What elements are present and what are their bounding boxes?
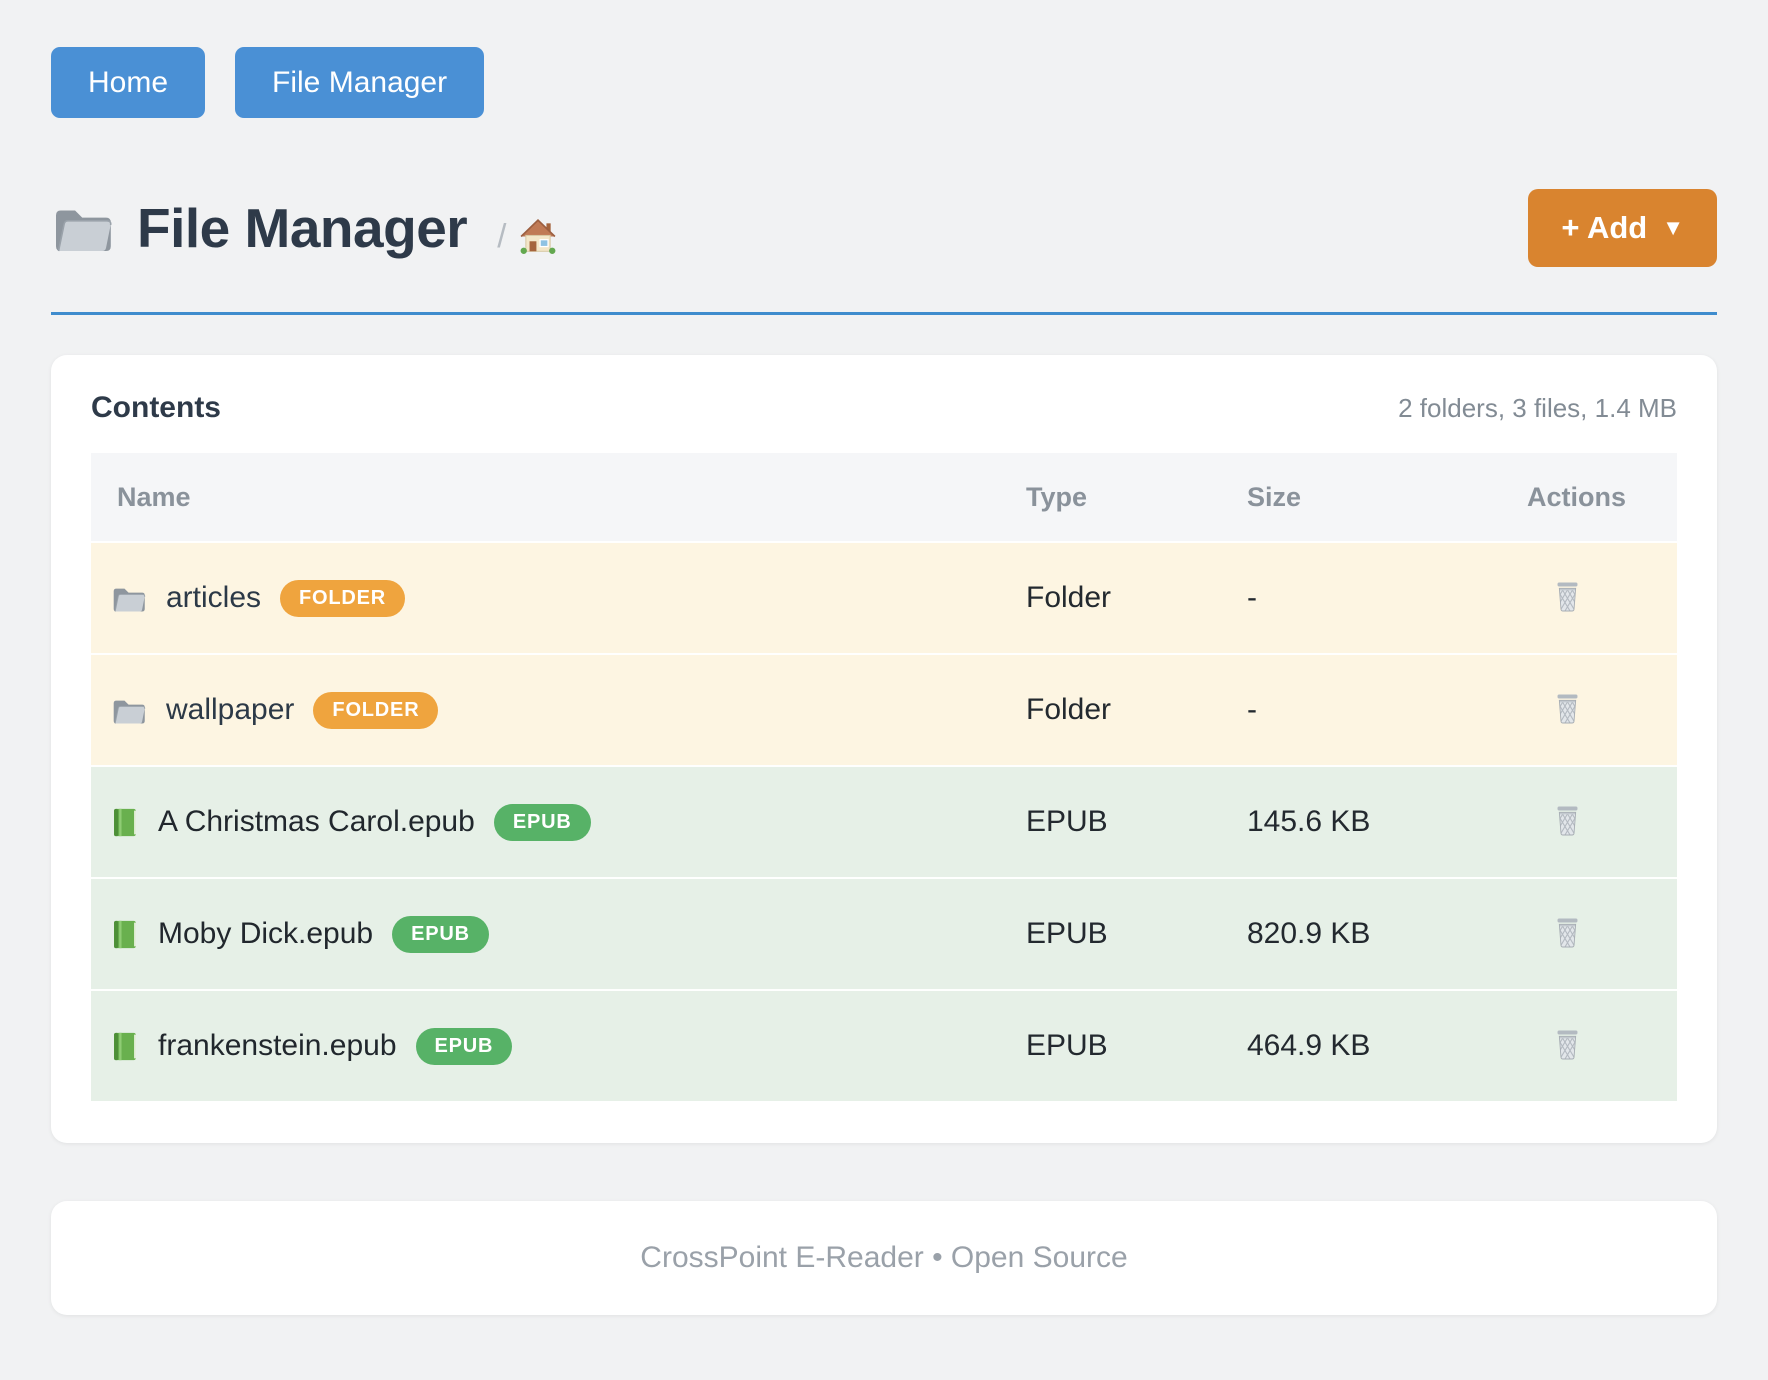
column-header-name: Name	[91, 453, 1026, 542]
trash-icon	[1553, 916, 1582, 949]
folder-icon	[51, 201, 115, 255]
footer-text: CrossPoint E-Reader • Open Source	[640, 1241, 1128, 1274]
footer: CrossPoint E-Reader • Open Source	[51, 1201, 1717, 1315]
trash-icon	[1553, 580, 1582, 613]
delete-button[interactable]	[1549, 1024, 1586, 1065]
contents-summary: 2 folders, 3 files, 1.4 MB	[1398, 393, 1677, 423]
folder-icon	[111, 695, 147, 726]
folder-icon	[111, 583, 147, 614]
chevron-down-icon: ▼	[1662, 215, 1684, 240]
item-name: Moby Dick.epub	[158, 917, 374, 950]
item-type: EPUB	[1026, 766, 1247, 878]
epub-badge: EPUB	[493, 803, 591, 841]
top-nav: Home File Manager	[0, 0, 1768, 118]
breadcrumb-separator: /	[497, 217, 507, 254]
delete-button[interactable]	[1549, 912, 1586, 953]
delete-button[interactable]	[1549, 688, 1586, 729]
item-name: wallpaper	[166, 693, 295, 726]
green-book-icon	[111, 1031, 139, 1062]
contents-card: Contents 2 folders, 3 files, 1.4 MB Name…	[51, 355, 1717, 1143]
add-button[interactable]: + Add ▼	[1528, 189, 1717, 267]
item-name: articles	[166, 581, 262, 614]
table-row-christmas-carol[interactable]: A Christmas Carol.epub EPUB EPUB 145.6 K…	[91, 766, 1677, 878]
breadcrumb-home-button[interactable]	[519, 217, 557, 255]
file-table: Name Type Size Actions articles FOLDER F…	[91, 453, 1677, 1101]
item-size: -	[1247, 542, 1527, 654]
trash-icon	[1553, 1028, 1582, 1061]
table-row-frankenstein[interactable]: frankenstein.epub EPUB EPUB 464.9 KB	[91, 990, 1677, 1101]
delete-button[interactable]	[1549, 800, 1586, 841]
breadcrumb: /	[497, 217, 557, 255]
page-title: File Manager	[137, 197, 468, 259]
home-icon	[519, 217, 557, 255]
green-book-icon	[111, 807, 139, 838]
item-size: 464.9 KB	[1247, 990, 1527, 1101]
contents-card-header: Contents 2 folders, 3 files, 1.4 MB	[91, 391, 1677, 425]
item-type: EPUB	[1026, 878, 1247, 990]
file-table-header: Name Type Size Actions	[91, 453, 1677, 542]
item-size: 145.6 KB	[1247, 766, 1527, 878]
home-nav-button[interactable]: Home	[51, 47, 206, 118]
contents-title: Contents	[91, 391, 221, 424]
epub-badge: EPUB	[392, 915, 489, 953]
delete-button[interactable]	[1549, 576, 1586, 617]
header-divider	[51, 312, 1717, 315]
file-manager-nav-button[interactable]: File Manager	[235, 47, 485, 118]
item-type: Folder	[1026, 654, 1247, 766]
item-size: 820.9 KB	[1247, 878, 1527, 990]
item-size: -	[1247, 654, 1527, 766]
table-row-articles[interactable]: articles FOLDER Folder -	[91, 542, 1677, 654]
column-header-actions: Actions	[1527, 453, 1677, 542]
trash-icon	[1553, 692, 1582, 725]
page-header: File Manager / + Add ▼	[51, 188, 1717, 268]
epub-badge: EPUB	[415, 1027, 513, 1065]
column-header-type: Type	[1026, 453, 1247, 542]
folder-badge: FOLDER	[280, 579, 406, 617]
item-name: A Christmas Carol.epub	[158, 805, 475, 838]
item-type: Folder	[1026, 542, 1247, 654]
trash-icon	[1553, 804, 1582, 837]
table-row-moby-dick[interactable]: Moby Dick.epub EPUB EPUB 820.9 KB	[91, 878, 1677, 990]
item-type: EPUB	[1026, 990, 1247, 1101]
folder-badge: FOLDER	[313, 691, 439, 729]
column-header-size: Size	[1247, 453, 1527, 542]
add-button-label: + Add	[1561, 210, 1648, 245]
table-row-wallpaper[interactable]: wallpaper FOLDER Folder -	[91, 654, 1677, 766]
green-book-icon	[111, 919, 139, 950]
item-name: frankenstein.epub	[158, 1029, 397, 1062]
